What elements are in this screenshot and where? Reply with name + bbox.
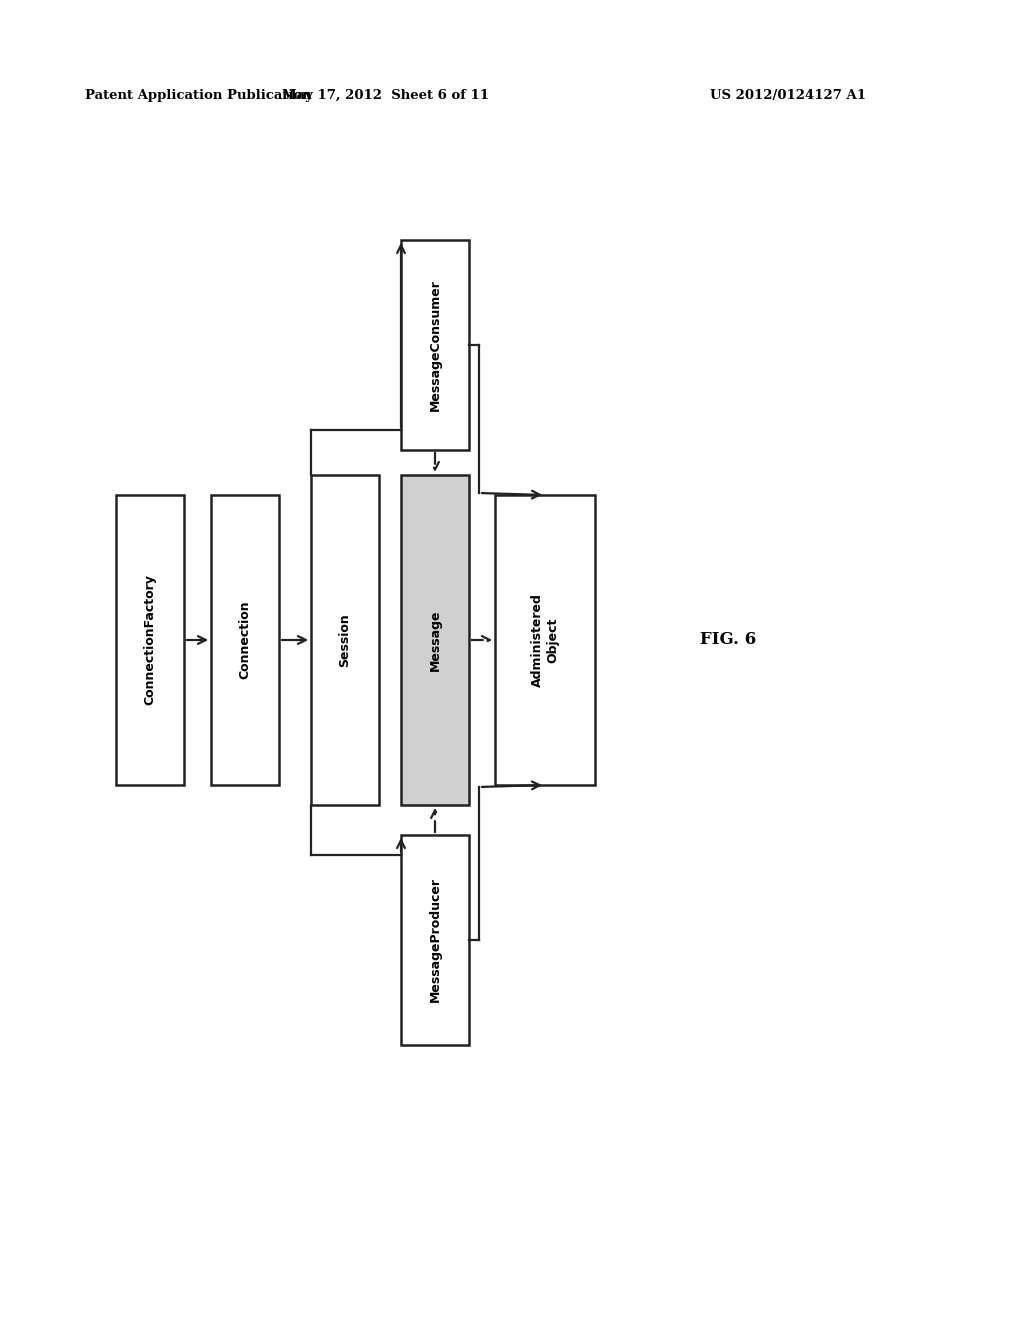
Bar [401,240,469,450]
Text: Session: Session [339,612,351,667]
Text: May 17, 2012  Sheet 6 of 11: May 17, 2012 Sheet 6 of 11 [282,88,488,102]
Text: FIG. 6: FIG. 6 [700,631,757,648]
Bar [211,495,279,785]
Text: ConnectionFactory: ConnectionFactory [143,574,157,705]
Text: Message: Message [428,610,441,671]
Text: MessageConsumer: MessageConsumer [428,279,441,411]
Text: Patent Application Publication: Patent Application Publication [85,88,311,102]
Text: US 2012/0124127 A1: US 2012/0124127 A1 [710,88,866,102]
Bar [116,495,184,785]
Bar [401,475,469,805]
Bar [401,836,469,1045]
Bar [311,475,379,805]
Bar [495,495,595,785]
Text: Administered
Object: Administered Object [531,593,559,686]
Text: Connection: Connection [239,601,252,680]
Text: MessageProducer: MessageProducer [428,878,441,1002]
